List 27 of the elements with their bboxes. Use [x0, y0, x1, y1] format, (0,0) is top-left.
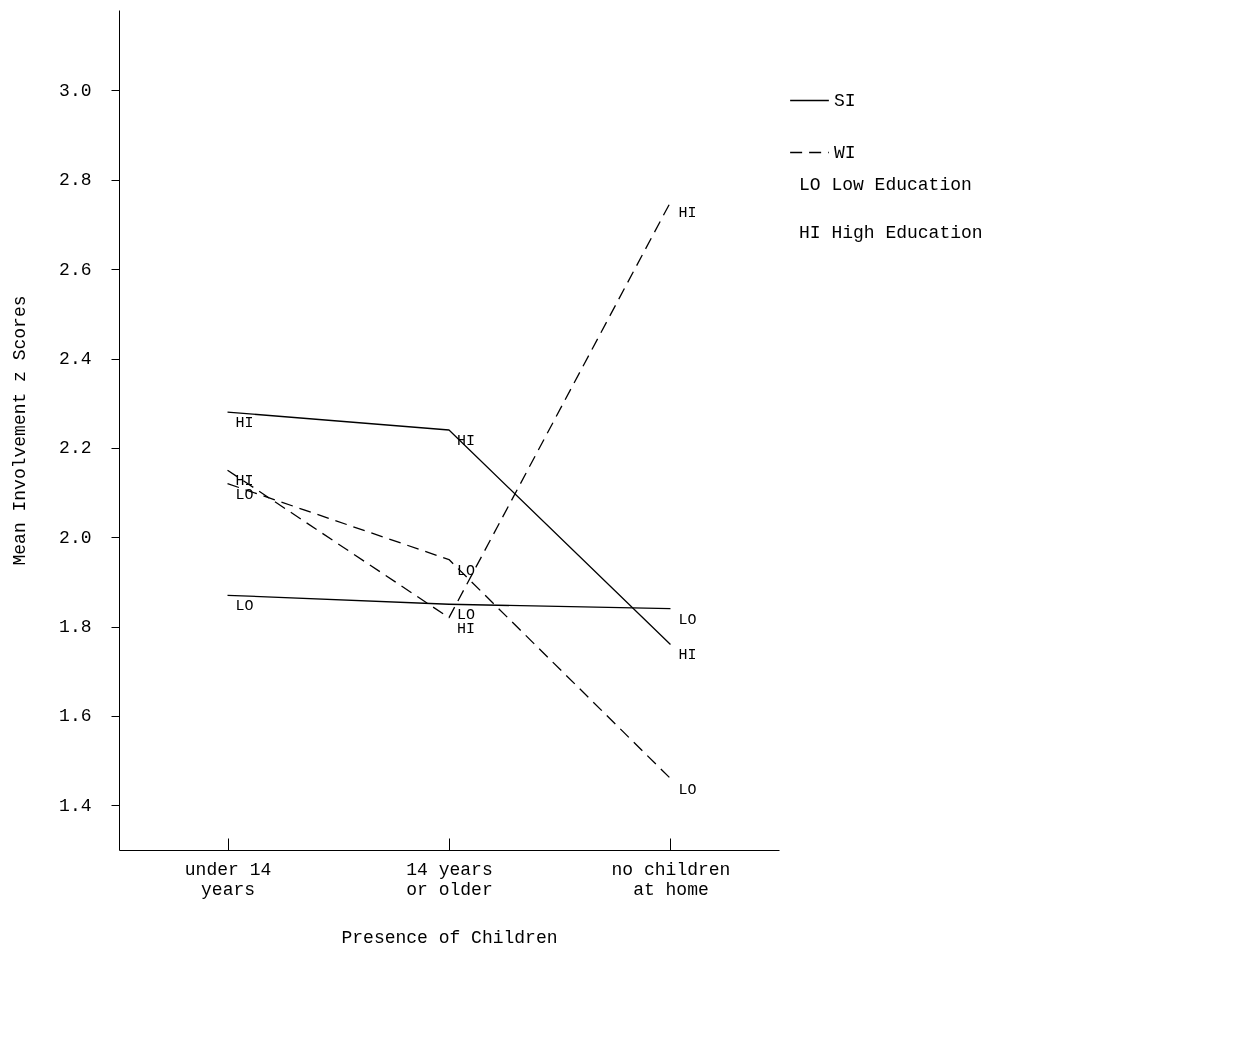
text: LO Low Education [799, 175, 972, 195]
annotation: HI [235, 415, 254, 433]
y-tick-label: 1.6 [59, 706, 92, 727]
legend-label: SI [834, 90, 856, 111]
annotation: LO [457, 562, 476, 580]
annotation: LO [235, 486, 254, 504]
annotation: HI [678, 205, 697, 223]
y-axis-title: Mean Involvement z Scores [10, 295, 31, 566]
annotation: LO [678, 781, 697, 799]
x-axis-title: Presence of Children [341, 927, 558, 948]
y-tick-label: 2.4 [59, 349, 92, 370]
annotation: LO [678, 611, 697, 629]
y-tick-label: 1.4 [59, 795, 92, 816]
y-tick-label: 2.2 [59, 438, 92, 459]
x-tick-label: 14 years or older [406, 859, 493, 900]
text: HI High Education [799, 223, 983, 243]
x-tick-label: under 14 years [184, 859, 272, 900]
annotation: HI [457, 620, 476, 638]
x-tick-label: no children at home [611, 859, 731, 900]
y-tick-label: 2.6 [59, 259, 92, 280]
y-tick-label: 1.8 [59, 617, 92, 638]
y-tick-label: 2.0 [59, 527, 92, 548]
y-tick-label: 3.0 [59, 80, 92, 101]
legend-label: WI [834, 142, 856, 163]
annotation: LO [235, 598, 254, 616]
y-tick-label: 2.8 [59, 170, 92, 191]
annotation: HI [678, 647, 697, 665]
